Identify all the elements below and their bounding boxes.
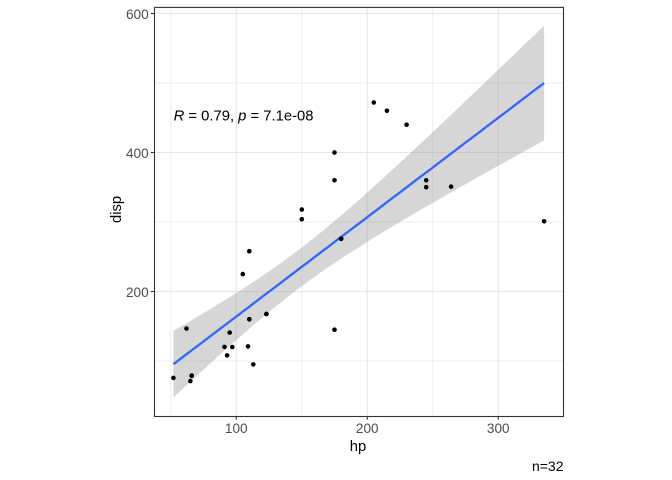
svg-text:100: 100 bbox=[225, 421, 248, 436]
svg-text:600: 600 bbox=[126, 7, 149, 22]
svg-text:R = 0.79, p = 7.1e-08: R = 0.79, p = 7.1e-08 bbox=[174, 109, 314, 125]
svg-text:400: 400 bbox=[126, 146, 149, 161]
svg-text:200: 200 bbox=[126, 285, 149, 300]
svg-text:disp: disp bbox=[109, 196, 125, 223]
svg-text:300: 300 bbox=[487, 421, 510, 436]
svg-text:hp: hp bbox=[350, 439, 366, 455]
svg-text:n=32: n=32 bbox=[532, 458, 564, 474]
svg-text:200: 200 bbox=[356, 421, 379, 436]
